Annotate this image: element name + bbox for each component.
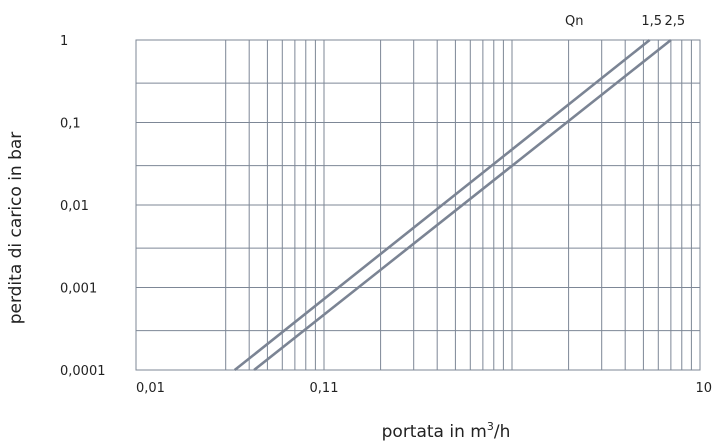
series-line	[253, 38, 672, 372]
x-axis-label: portata in m3/h	[382, 420, 511, 442]
legend-entry: 1,5	[641, 14, 662, 29]
y-tick-label: 0,0001	[60, 364, 106, 379]
plot-frame	[135, 39, 701, 371]
legend: Qn 1,5 2,5	[565, 14, 685, 29]
y-tick-labels: 1 0,1 0,01 0,001 0,0001	[60, 34, 106, 379]
y-tick-label: 1	[60, 34, 68, 49]
grid	[136, 39, 700, 370]
y-tick-label: 0,001	[60, 282, 97, 297]
legend-title: Qn	[565, 14, 583, 29]
y-axis-label: perdita di carico in bar	[6, 132, 26, 325]
y-tick-label: 0,01	[60, 199, 89, 214]
series-line	[233, 38, 651, 372]
x-tick-label: 0,11	[310, 381, 339, 396]
x-tick-label: 0,01	[136, 381, 165, 396]
legend-entry: 2,5	[665, 14, 686, 29]
x-tick-label: 10	[695, 381, 712, 396]
series-layer	[233, 38, 672, 372]
y-tick-label: 0,1	[60, 117, 81, 132]
x-axis-label-main: portata in m	[382, 422, 487, 442]
x-axis-label-superscript: 3	[487, 420, 494, 433]
x-axis-label-tail: /h	[494, 422, 511, 442]
x-tick-labels: 0,01 0,11 10	[136, 381, 712, 396]
